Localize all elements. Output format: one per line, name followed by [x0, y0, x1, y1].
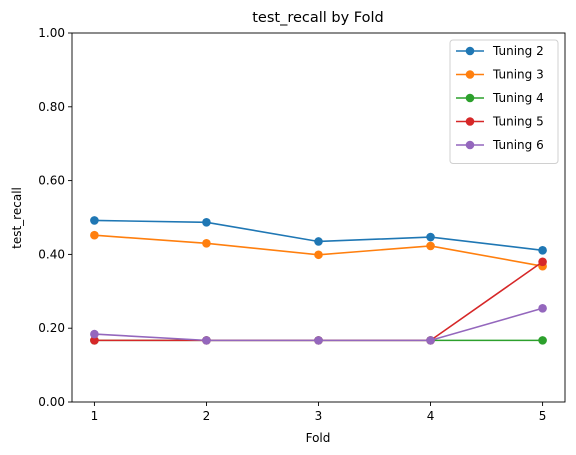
y-axis-label: test_recall [10, 187, 24, 249]
legend-marker [465, 70, 475, 79]
data-point [314, 336, 323, 345]
data-point [314, 237, 323, 246]
x-tick-label: 2 [203, 409, 211, 423]
series-2 [90, 230, 547, 271]
y-tick-label: 0.00 [38, 395, 65, 409]
data-point [426, 241, 435, 251]
series-line [94, 261, 544, 342]
legend: Tuning 2 Tuning 3 Tuning 4 Tuning 5 Tuning 6 [449, 39, 559, 164]
legend-item: Tuning 6 [456, 138, 544, 152]
data-point [202, 336, 211, 345]
y-tick-label: 0.60 [38, 174, 65, 188]
legend-item: Tuning 3 [456, 68, 544, 82]
data-point [202, 217, 211, 227]
legend-label: Tuning 2 [492, 44, 544, 58]
data-point [90, 230, 99, 240]
data-point [202, 239, 211, 248]
chart-title: test_recall by Fold [252, 10, 384, 26]
x-axis: 1 2 3 4 5 [91, 402, 547, 423]
data-point [538, 303, 547, 313]
series-1 [90, 216, 547, 255]
data-point [426, 232, 435, 242]
x-tick-label: 1 [91, 409, 99, 423]
legend-label: Tuning 4 [492, 91, 544, 105]
series-layer [90, 216, 547, 345]
series-4 [90, 257, 547, 345]
legend-item: Tuning 2 [456, 44, 544, 58]
legend-box [449, 39, 559, 164]
data-point [538, 246, 547, 255]
y-tick-label: 1.00 [38, 26, 65, 40]
data-point [538, 257, 547, 267]
x-tick-label: 5 [539, 409, 547, 423]
legend-item: Tuning 4 [456, 91, 544, 105]
data-point [426, 336, 435, 345]
series-5 [90, 303, 547, 345]
legend-label: Tuning 5 [492, 115, 544, 129]
x-tick-label: 3 [315, 409, 323, 423]
y-axis: 0.00 0.20 0.40 0.60 0.80 1.00 [38, 26, 72, 409]
y-tick-label: 0.40 [38, 247, 65, 261]
legend-item: Tuning 5 [456, 115, 544, 129]
series-line [94, 307, 543, 342]
legend-marker [465, 117, 475, 126]
legend-label: Tuning 3 [492, 68, 544, 82]
legend-label: Tuning 6 [492, 138, 544, 152]
legend-marker [465, 93, 475, 103]
legend-marker [465, 46, 475, 56]
x-tick-label: 4 [427, 409, 435, 423]
data-point [90, 336, 99, 345]
data-point [90, 329, 99, 339]
data-point [314, 250, 323, 260]
y-tick-label: 0.80 [38, 100, 65, 114]
series-line [94, 219, 543, 252]
data-point [90, 216, 99, 225]
y-tick-label: 0.20 [38, 321, 65, 335]
data-point [538, 336, 547, 345]
legend-marker [465, 140, 475, 150]
x-axis-label: Fold [306, 431, 331, 445]
